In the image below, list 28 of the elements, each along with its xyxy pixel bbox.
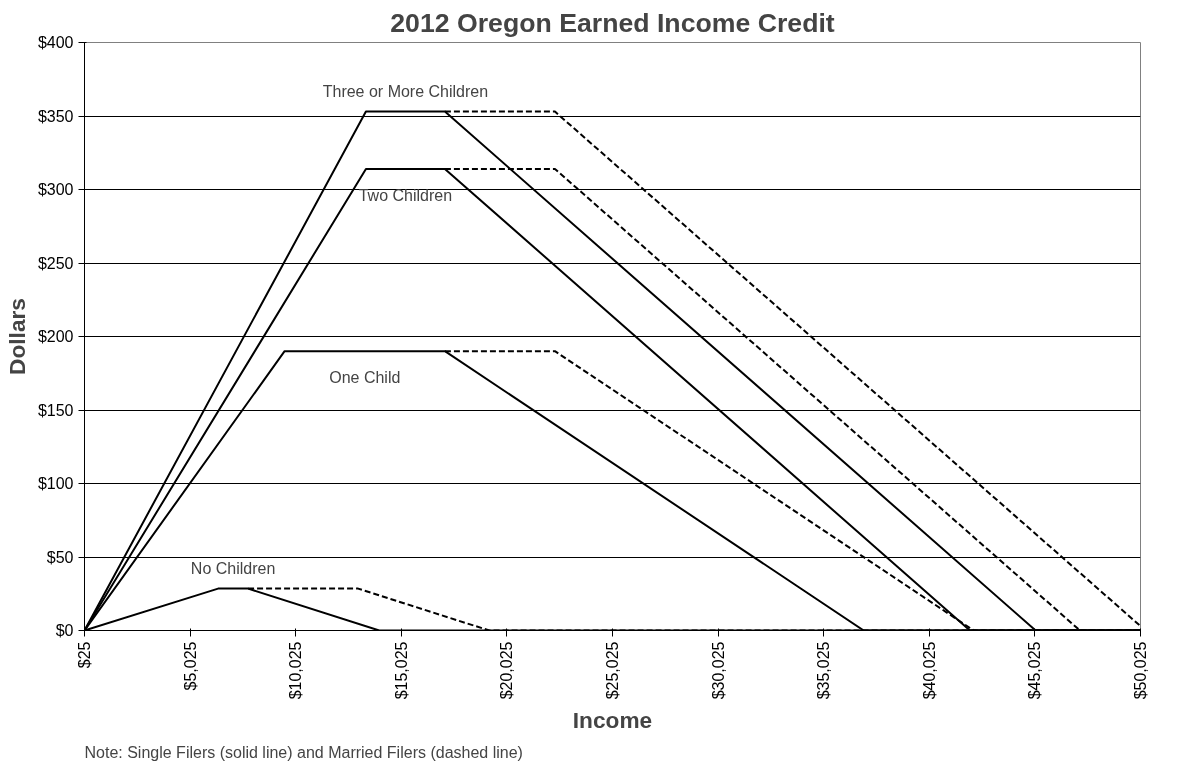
x-tick-label: $45,025 bbox=[1026, 641, 1044, 700]
series-label: Three or More Children bbox=[322, 82, 489, 100]
y-tick-label: $100 bbox=[37, 475, 74, 492]
x-tick-label: $25,025 bbox=[604, 641, 621, 700]
y-tick-label: $200 bbox=[37, 328, 74, 345]
x-tick-label: $35,025 bbox=[815, 641, 833, 700]
y-tick-label: $250 bbox=[37, 254, 74, 272]
y-tick-label: $0 bbox=[55, 622, 74, 639]
y-tick-label: $350 bbox=[37, 107, 74, 125]
x-tick-label: $25 bbox=[76, 641, 93, 669]
y-axis-title: Dollars bbox=[3, 298, 30, 375]
x-tick-label: $10,025 bbox=[287, 641, 305, 700]
series-label: One Child bbox=[329, 369, 401, 387]
x-tick-label: $5,025 bbox=[181, 641, 199, 691]
x-tick-label: $40,025 bbox=[920, 641, 938, 700]
y-tick-label: $150 bbox=[37, 401, 74, 419]
text: Note: Single Filers (solid line) and Married Filers (dashed line) bbox=[84, 743, 523, 761]
series-label: No Children bbox=[190, 559, 276, 577]
x-tick-label: $30,025 bbox=[709, 641, 727, 700]
y-tick-label: $400 bbox=[37, 34, 74, 51]
x-tick-label: $50,025 bbox=[1132, 641, 1149, 700]
y-tick-label: $50 bbox=[46, 548, 74, 566]
x-tick-label: $20,025 bbox=[498, 641, 516, 700]
x-axis-title: Income bbox=[572, 707, 653, 734]
series-label: Two Children bbox=[358, 186, 453, 204]
y-tick-label: $300 bbox=[37, 181, 74, 198]
chart-title: 2012 Oregon Earned Income Credit bbox=[390, 7, 835, 38]
x-tick-label: $15,025 bbox=[392, 641, 410, 700]
